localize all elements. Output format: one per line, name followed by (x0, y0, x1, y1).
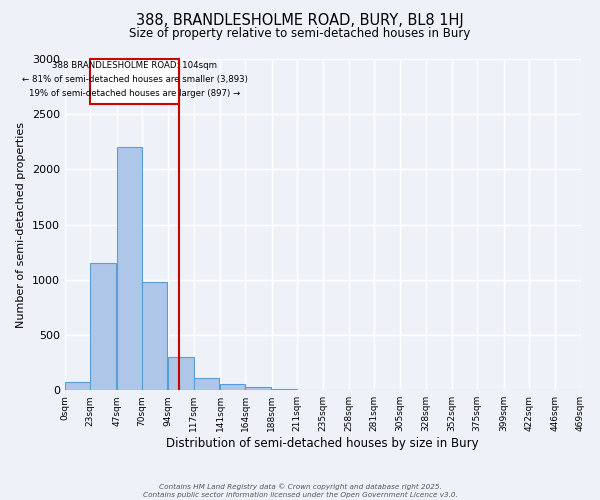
Bar (142, 282, 167, 390)
Y-axis label: Number of semi-detached properties: Number of semi-detached properties (16, 122, 26, 328)
Bar (220, 384, 245, 390)
Bar (194, 378, 219, 390)
Text: Contains HM Land Registry data © Crown copyright and database right 2025.
Contai: Contains HM Land Registry data © Crown c… (143, 484, 457, 498)
X-axis label: Distribution of semi-detached houses by size in Bury: Distribution of semi-detached houses by … (166, 437, 479, 450)
Bar (272, 389, 297, 390)
Bar (245, 387, 271, 390)
Text: 388 BRANDLESHOLME ROAD: 104sqm: 388 BRANDLESHOLME ROAD: 104sqm (52, 61, 217, 70)
Bar (169, 357, 194, 390)
Text: Size of property relative to semi-detached houses in Bury: Size of property relative to semi-detach… (130, 28, 470, 40)
Bar (116, 148, 142, 390)
Text: 388, BRANDLESHOLME ROAD, BURY, BL8 1HJ: 388, BRANDLESHOLME ROAD, BURY, BL8 1HJ (136, 12, 464, 28)
Bar (65, 382, 90, 390)
Bar (90, 59, 179, 104)
Bar (90, 263, 116, 390)
Text: ← 81% of semi-detached houses are smaller (3,893): ← 81% of semi-detached houses are smalle… (22, 75, 248, 84)
Text: 19% of semi-detached houses are larger (897) →: 19% of semi-detached houses are larger (… (29, 88, 241, 98)
